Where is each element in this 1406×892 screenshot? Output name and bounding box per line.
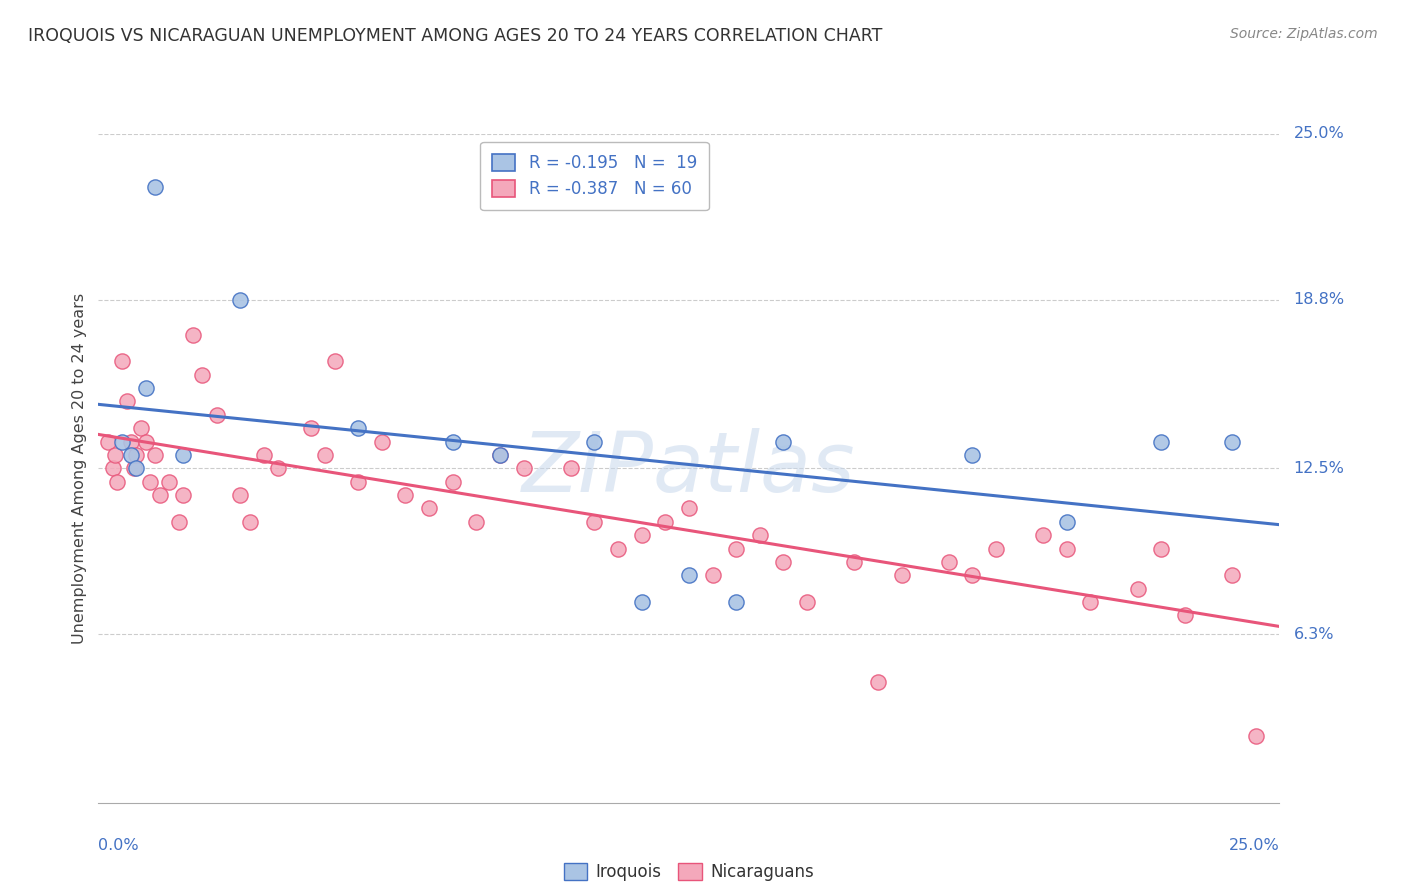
Point: [772, 434, 794, 449]
Point: [97, 434, 120, 449]
Point: [748, 528, 770, 542]
Y-axis label: Unemployment Among Ages 20 to 24 years: Unemployment Among Ages 20 to 24 years: [72, 293, 87, 644]
Point: [725, 541, 748, 556]
Point: [607, 541, 630, 556]
Point: [205, 408, 228, 422]
Point: [299, 421, 322, 435]
Point: [962, 568, 984, 582]
Point: [347, 421, 370, 435]
Point: [583, 434, 606, 449]
Point: [172, 448, 194, 462]
Point: [512, 461, 534, 475]
Point: [1056, 541, 1078, 556]
Point: [1080, 595, 1102, 609]
Point: [489, 448, 512, 462]
Text: ZIPatlas: ZIPatlas: [522, 428, 856, 508]
Point: [1150, 434, 1173, 449]
Point: [630, 528, 652, 542]
Point: [143, 448, 166, 462]
Point: [135, 381, 157, 395]
Point: [630, 595, 652, 609]
Point: [157, 475, 180, 489]
Point: [489, 448, 512, 462]
Point: [962, 448, 984, 462]
Point: [1032, 528, 1054, 542]
Point: [111, 434, 134, 449]
Point: [772, 555, 794, 569]
Point: [125, 461, 148, 475]
Point: [1220, 434, 1243, 449]
Point: [323, 354, 346, 368]
Point: [1126, 582, 1149, 596]
Text: IROQUOIS VS NICARAGUAN UNEMPLOYMENT AMONG AGES 20 TO 24 YEARS CORRELATION CHART: IROQUOIS VS NICARAGUAN UNEMPLOYMENT AMON…: [28, 27, 883, 45]
Point: [239, 515, 262, 529]
Point: [394, 488, 416, 502]
Point: [371, 434, 394, 449]
Point: [267, 461, 290, 475]
Point: [347, 475, 370, 489]
Point: [191, 368, 214, 382]
Text: 6.3%: 6.3%: [1294, 627, 1334, 641]
Text: 12.5%: 12.5%: [1294, 461, 1344, 475]
Point: [1174, 608, 1197, 623]
Point: [181, 327, 204, 342]
Point: [441, 475, 464, 489]
Point: [418, 501, 440, 516]
Point: [654, 515, 676, 529]
Point: [229, 488, 252, 502]
Point: [122, 461, 145, 475]
Point: [104, 448, 127, 462]
Point: [167, 515, 190, 529]
Text: 0.0%: 0.0%: [98, 838, 139, 854]
Point: [866, 675, 889, 690]
Point: [1220, 568, 1243, 582]
Point: [253, 448, 276, 462]
Point: [135, 434, 157, 449]
Point: [105, 475, 128, 489]
Point: [143, 180, 166, 194]
Point: [796, 595, 818, 609]
Point: [314, 448, 336, 462]
Point: [465, 515, 488, 529]
Point: [938, 555, 960, 569]
Point: [121, 434, 143, 449]
Text: 25.0%: 25.0%: [1229, 838, 1279, 854]
Point: [129, 421, 152, 435]
Point: [125, 448, 148, 462]
Point: [678, 501, 700, 516]
Point: [441, 434, 464, 449]
Point: [1150, 541, 1173, 556]
Point: [560, 461, 582, 475]
Point: [984, 541, 1007, 556]
Legend: Iroquois, Nicaraguans: Iroquois, Nicaraguans: [557, 856, 821, 888]
Point: [172, 488, 194, 502]
Point: [121, 448, 143, 462]
Text: 18.8%: 18.8%: [1294, 293, 1344, 307]
Point: [583, 515, 606, 529]
Point: [1244, 729, 1267, 743]
Point: [678, 568, 700, 582]
Point: [725, 595, 748, 609]
Text: Source: ZipAtlas.com: Source: ZipAtlas.com: [1230, 27, 1378, 41]
Point: [149, 488, 172, 502]
Point: [844, 555, 866, 569]
Point: [115, 394, 138, 409]
Point: [1056, 515, 1078, 529]
Point: [229, 293, 252, 307]
Point: [890, 568, 912, 582]
Point: [702, 568, 724, 582]
Point: [101, 461, 124, 475]
Point: [111, 354, 134, 368]
Point: [139, 475, 162, 489]
Text: 25.0%: 25.0%: [1294, 127, 1344, 141]
